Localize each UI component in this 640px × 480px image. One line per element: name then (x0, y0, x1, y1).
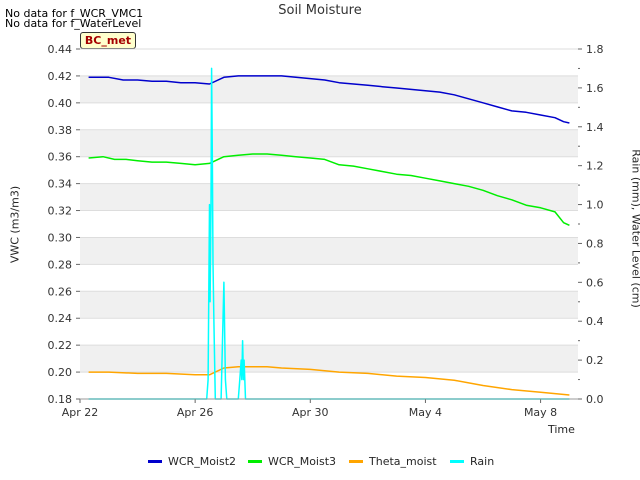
y-tick-label-right: 1.2 (586, 160, 604, 173)
background-band (80, 129, 578, 157)
x-tick-label: Apr 22 (62, 406, 99, 419)
station-label: BC_met (80, 32, 136, 49)
legend-label: WCR_Moist2 (168, 454, 237, 468)
legend-item-rain: Rain (450, 454, 494, 468)
background-band (80, 237, 578, 265)
y-tick-label-right: 1.8 (586, 43, 604, 56)
x-tick-label: Apr 26 (177, 406, 214, 419)
y-tick-label-left: 0.38 (48, 124, 73, 137)
y-tick-label-right: 0.2 (586, 354, 604, 367)
y-tick-label-right: 0.0 (586, 393, 604, 406)
series-lines (88, 67, 570, 400)
y-tick-label-left: 0.40 (48, 97, 73, 110)
y-tick-label-left: 0.44 (48, 43, 73, 56)
axes: 0.18 0.20 0.22 0.24 0.26 0.28 0.30 0.32 0.34 0.36… (48, 43, 604, 419)
y-tick-label-right: 1.4 (586, 121, 604, 134)
y-tick-label-left: 0.36 (48, 151, 73, 164)
series-line-rain (88, 67, 570, 400)
legend-label: WCR_Moist3 (268, 454, 337, 468)
legend-swatch (148, 459, 162, 463)
background-band (80, 75, 578, 103)
no-data-message-vmc1: No data for f_WCR_VMC1 (5, 7, 144, 20)
x-tick-label: May 4 (409, 406, 442, 419)
no-data-message-waterlevel: No data for f_WaterLevel (5, 17, 142, 30)
legend-swatch (450, 459, 464, 463)
y-tick-label-left: 0.24 (48, 312, 73, 325)
y-tick-label-left: 0.20 (48, 366, 73, 379)
y-tick-label-left: 0.30 (48, 231, 73, 244)
legend-label: Theta_moist (369, 454, 437, 468)
y-tick-label-left: 0.26 (48, 285, 73, 298)
grid-lines (80, 48, 578, 400)
series-line-wcr-moist3 (88, 153, 570, 226)
y-tick-label-left: 0.34 (48, 178, 73, 191)
background-band (80, 291, 578, 319)
y-tick-label-right: 0.6 (586, 276, 604, 289)
y-tick-label-right: 0.4 (586, 315, 604, 328)
legend-item-wcr-moist3: WCR_Moist3 (248, 454, 336, 468)
legend-swatch (248, 459, 262, 463)
y-tick-label-left: 0.28 (48, 258, 73, 271)
y-tick-label-left: 0.42 (48, 70, 73, 83)
legend-item-theta-moist: Theta_moist (349, 454, 437, 468)
background-bands (80, 75, 578, 373)
background-band (80, 345, 578, 373)
y-tick-label-left: 0.18 (48, 393, 73, 406)
x-tick-label: May 8 (524, 406, 557, 419)
y-tick-label-left: 0.32 (48, 205, 73, 218)
chart-title: Soil Moisture (278, 3, 362, 18)
y-tick-label-right: 0.8 (586, 237, 604, 250)
y-tick-label-right: 1.0 (586, 199, 604, 212)
legend-label: Rain (470, 454, 495, 468)
y-tick-label-right: 1.6 (586, 82, 604, 95)
series-line-wcr-moist2 (88, 75, 570, 124)
legend-item-wcr-moist2: WCR_Moist2 (148, 454, 236, 468)
series-line-theta-moist (88, 365, 570, 396)
x-axis-label: Time (548, 423, 575, 436)
x-tick-label: Apr 30 (292, 406, 329, 419)
background-band (80, 183, 578, 211)
legend-swatch (349, 459, 363, 463)
y-tick-label-left: 0.22 (48, 339, 73, 352)
